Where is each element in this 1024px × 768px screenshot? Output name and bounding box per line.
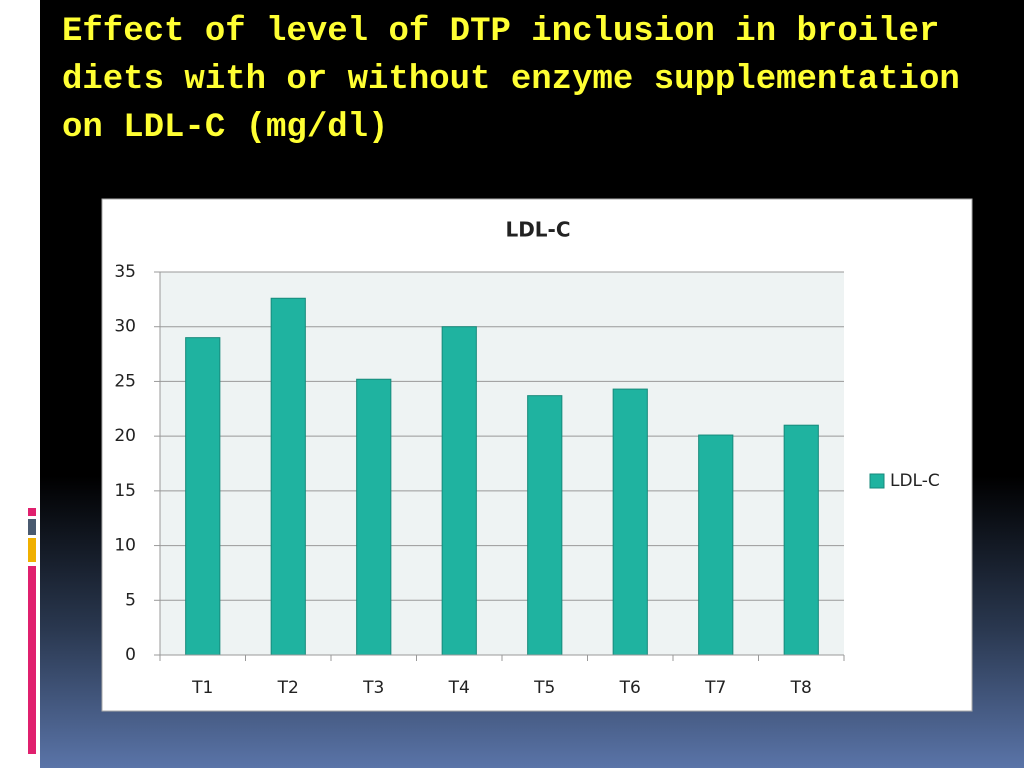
- x-tick-label: T2: [277, 678, 299, 698]
- legend-label: LDL-C: [890, 471, 940, 491]
- bar: [270, 297, 306, 656]
- bar: [698, 434, 734, 656]
- decor: [28, 519, 36, 535]
- x-tick-label: T4: [448, 678, 470, 698]
- x-tick-label: T5: [533, 678, 555, 698]
- y-tick-label: 20: [114, 426, 136, 446]
- x-tick-label: T6: [619, 678, 641, 698]
- bar: [612, 388, 648, 656]
- y-tick-label: 10: [114, 536, 136, 556]
- y-tick-label: 25: [114, 371, 136, 391]
- bar: [185, 337, 221, 656]
- decor: [28, 538, 36, 562]
- slide-title: Effect of level of DTP inclusion in broi…: [62, 13, 960, 147]
- y-tick-label: 0: [125, 645, 136, 665]
- y-tick-label: 5: [125, 590, 136, 610]
- plot-area: [160, 272, 844, 655]
- decor: [28, 566, 36, 754]
- y-tick-label: 15: [114, 481, 136, 501]
- bar: [527, 395, 563, 656]
- bar: [441, 326, 477, 656]
- y-tick-label: 30: [114, 317, 136, 337]
- bar: [356, 378, 392, 656]
- bar: [783, 424, 819, 656]
- legend-swatch: [869, 473, 885, 489]
- y-tick-label: 35: [114, 262, 136, 282]
- chart-title: LDL-C: [505, 218, 570, 242]
- x-tick-label: T1: [191, 678, 213, 698]
- decor: [28, 508, 36, 516]
- x-tick-label: T7: [704, 678, 726, 698]
- side-strip: [0, 0, 40, 768]
- x-tick-label: T8: [790, 678, 812, 698]
- x-tick-label: T3: [362, 678, 384, 698]
